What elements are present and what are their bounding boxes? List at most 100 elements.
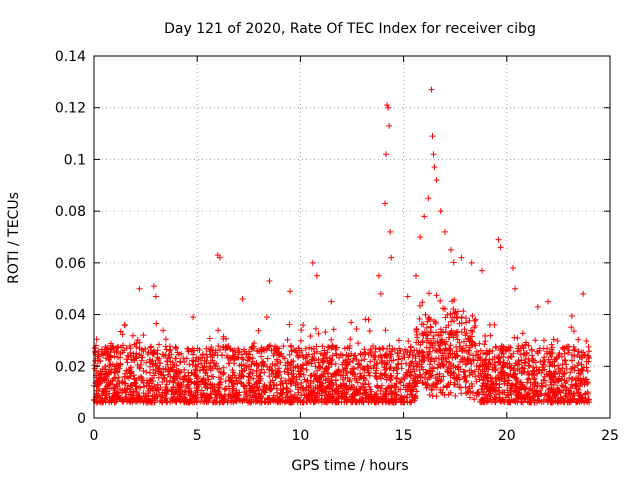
- data-point: [346, 378, 353, 385]
- data-point: [218, 376, 225, 383]
- data-point: [198, 394, 205, 401]
- data-point: [367, 358, 374, 365]
- x-axis-title: GPS time / hours: [291, 458, 408, 474]
- data-point: [450, 305, 457, 312]
- data-point: [426, 314, 433, 321]
- data-point: [426, 391, 433, 398]
- data-point: [154, 381, 161, 388]
- data-point: [298, 327, 305, 334]
- data-point: [341, 365, 348, 372]
- data-point: [215, 327, 222, 334]
- data-point: [283, 380, 290, 387]
- data-point: [483, 349, 490, 356]
- data-point: [321, 398, 328, 405]
- data-point: [540, 376, 547, 383]
- data-point: [238, 380, 245, 387]
- data-point: [477, 347, 484, 354]
- data-point: [316, 383, 323, 390]
- data-point: [325, 370, 332, 377]
- data-point: [181, 366, 188, 373]
- data-point: [241, 362, 248, 369]
- data-point: [106, 362, 113, 369]
- data-point: [353, 326, 360, 333]
- data-point: [544, 348, 551, 355]
- x-tick-label: 20: [498, 428, 516, 444]
- data-point: [261, 369, 268, 376]
- data-point: [414, 334, 421, 341]
- data-point: [462, 373, 469, 380]
- data-point: [488, 385, 495, 392]
- data-point: [519, 399, 526, 406]
- data-point: [418, 356, 425, 363]
- data-point: [426, 348, 433, 355]
- data-point: [332, 377, 339, 384]
- data-point: [94, 378, 101, 385]
- data-point: [525, 342, 532, 349]
- data-point: [288, 343, 295, 350]
- data-point: [360, 366, 367, 373]
- data-point: [289, 374, 296, 381]
- data-point: [249, 394, 256, 401]
- data-point: [361, 349, 368, 356]
- data-point: [303, 366, 310, 373]
- data-point: [214, 366, 221, 373]
- data-point: [431, 164, 438, 171]
- data-point: [192, 395, 199, 402]
- data-point: [453, 313, 460, 320]
- data-point: [570, 328, 577, 335]
- data-point: [130, 388, 137, 395]
- data-point: [173, 398, 180, 405]
- data-point: [559, 361, 566, 368]
- data-point: [248, 346, 255, 353]
- data-point: [574, 362, 581, 369]
- data-point: [164, 358, 171, 365]
- data-point: [119, 398, 126, 405]
- data-point: [526, 399, 533, 406]
- data-point: [519, 330, 526, 337]
- data-point: [255, 376, 262, 383]
- data-point: [239, 296, 246, 303]
- data-point: [110, 384, 117, 391]
- data-point: [403, 394, 410, 401]
- data-point: [181, 359, 188, 366]
- data-point: [258, 399, 265, 406]
- data-point: [576, 383, 583, 390]
- data-point: [532, 337, 539, 344]
- data-point: [324, 384, 331, 390]
- data-point: [302, 386, 309, 393]
- data-point: [302, 345, 309, 352]
- data-point: [324, 358, 331, 365]
- data-point: [561, 350, 568, 357]
- data-point: [360, 374, 367, 381]
- data-point: [417, 234, 424, 240]
- data-point: [508, 382, 515, 389]
- data-point: [569, 376, 576, 383]
- data-point: [168, 351, 175, 358]
- data-point: [103, 373, 110, 380]
- data-point: [304, 377, 311, 384]
- data-point: [465, 349, 472, 356]
- data-point: [191, 399, 198, 406]
- data-point: [563, 378, 570, 385]
- data-point: [371, 356, 378, 363]
- data-point: [285, 388, 292, 395]
- data-point: [175, 380, 182, 387]
- data-point: [353, 389, 360, 396]
- data-point: [393, 366, 400, 373]
- data-point: [174, 396, 181, 403]
- data-point: [322, 377, 329, 384]
- data-point: [201, 363, 208, 370]
- data-point: [384, 102, 391, 109]
- data-point: [216, 382, 223, 389]
- data-point: [516, 390, 523, 397]
- data-point: [135, 392, 142, 399]
- data-point: [532, 359, 539, 366]
- data-point: [133, 354, 140, 361]
- data-point: [288, 371, 295, 378]
- data-point: [280, 343, 287, 350]
- data-point: [581, 381, 588, 388]
- data-point: [243, 385, 250, 392]
- data-point: [447, 389, 454, 396]
- data-point: [557, 368, 564, 375]
- data-point: [529, 393, 536, 400]
